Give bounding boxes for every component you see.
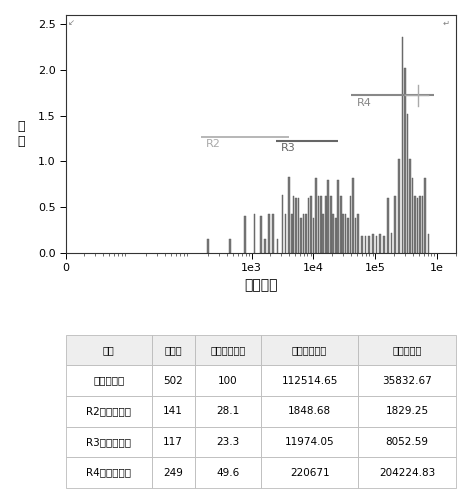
Bar bbox=[330, 196, 332, 253]
Bar bbox=[285, 214, 286, 253]
Bar bbox=[313, 218, 314, 253]
Bar bbox=[407, 114, 408, 253]
Bar bbox=[337, 180, 339, 253]
Text: R4: R4 bbox=[357, 99, 372, 109]
Bar bbox=[282, 195, 283, 253]
Bar bbox=[412, 178, 413, 253]
Text: R3: R3 bbox=[281, 143, 296, 153]
Bar bbox=[391, 232, 392, 253]
Bar bbox=[325, 196, 327, 253]
Bar bbox=[229, 239, 231, 253]
Bar bbox=[414, 196, 416, 253]
Bar bbox=[307, 198, 309, 253]
Bar bbox=[398, 159, 400, 253]
Bar bbox=[303, 214, 305, 253]
Bar bbox=[207, 239, 209, 253]
Bar bbox=[332, 214, 334, 253]
Bar bbox=[387, 198, 389, 253]
Y-axis label: 频
率: 频 率 bbox=[17, 120, 25, 148]
X-axis label: 荧光强度: 荧光强度 bbox=[244, 279, 278, 293]
Bar bbox=[368, 236, 370, 253]
Bar bbox=[372, 234, 374, 253]
Bar bbox=[409, 159, 411, 253]
Bar bbox=[379, 234, 381, 253]
Bar bbox=[335, 218, 337, 253]
Bar bbox=[419, 196, 421, 253]
Bar bbox=[404, 68, 406, 253]
Bar bbox=[320, 196, 322, 253]
Bar bbox=[298, 198, 299, 253]
Bar bbox=[277, 239, 278, 253]
Bar bbox=[376, 236, 377, 253]
Text: R2: R2 bbox=[205, 139, 220, 149]
Bar bbox=[328, 180, 329, 253]
Bar bbox=[310, 196, 312, 253]
Bar bbox=[350, 196, 352, 253]
Bar bbox=[288, 177, 290, 253]
Bar bbox=[315, 178, 317, 253]
Bar bbox=[345, 214, 346, 253]
Bar bbox=[260, 216, 262, 253]
Bar bbox=[355, 218, 356, 253]
Bar bbox=[365, 236, 366, 253]
Bar bbox=[272, 214, 274, 253]
Bar bbox=[394, 196, 396, 253]
Bar bbox=[361, 236, 362, 253]
Bar bbox=[352, 178, 354, 253]
Bar bbox=[295, 198, 297, 253]
Bar bbox=[402, 37, 403, 253]
Bar bbox=[416, 198, 418, 253]
Bar bbox=[305, 214, 307, 253]
Bar bbox=[300, 218, 302, 253]
Bar bbox=[293, 196, 295, 253]
Bar bbox=[254, 214, 256, 253]
Bar bbox=[357, 214, 359, 253]
Bar bbox=[424, 178, 426, 253]
Bar bbox=[428, 234, 430, 253]
Bar bbox=[264, 239, 266, 253]
Text: ↙: ↙ bbox=[68, 19, 75, 28]
Text: ↵: ↵ bbox=[443, 19, 450, 28]
Bar bbox=[347, 218, 349, 253]
Bar bbox=[244, 216, 246, 253]
Bar bbox=[342, 214, 344, 253]
Bar bbox=[322, 214, 324, 253]
Bar bbox=[318, 196, 319, 253]
Bar bbox=[268, 214, 270, 253]
Bar bbox=[383, 236, 385, 253]
Bar bbox=[340, 196, 342, 253]
Bar bbox=[291, 214, 293, 253]
Bar bbox=[422, 196, 423, 253]
